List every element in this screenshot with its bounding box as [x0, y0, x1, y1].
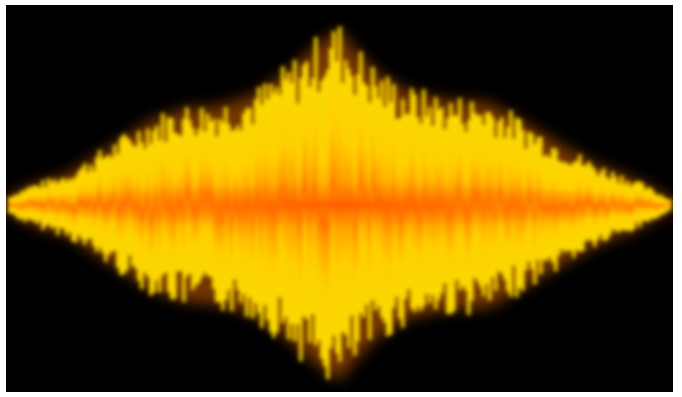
waveform-bar [359, 51, 363, 314]
waveform-bar [668, 199, 672, 210]
waveform-panel [6, 5, 673, 392]
audio-waveform-graphic [8, 26, 673, 380]
waveform-core [9, 183, 669, 227]
